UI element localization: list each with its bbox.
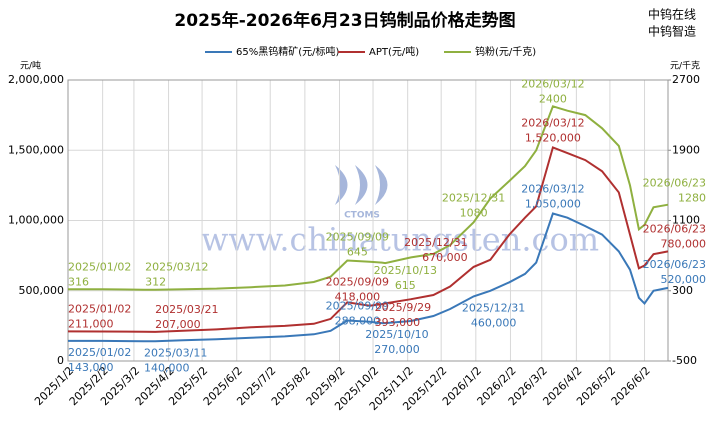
y-tick-label: 1,000,000 [8,214,64,227]
annotation-value: 288,000 [335,315,381,328]
annotation-value: 418,000 [335,290,381,303]
y-tick-label: 2,000,000 [8,73,64,86]
annotation-value: 1080 [460,206,488,219]
annotation-value: 670,000 [422,251,468,264]
y-tick-label: 0 [57,354,64,367]
y2-tick-label: 300 [672,284,693,297]
annotation-date: 2025/03/11 [144,346,207,359]
annotation-date: 2026/06/23 [643,222,706,235]
annotation-date: 2026/03/12 [521,116,584,129]
annotation-date: 2025/09/09 [326,230,389,243]
annotation-date: 2025/9/29 [375,301,431,314]
annotation-date: 2026/06/23 [643,258,706,271]
annotation-value: 1280 [678,192,706,205]
watermark: www.chinatungsten.com [201,221,599,259]
annotation-date: 2025/09/09 [326,300,389,313]
annotation-date: 2025/12/31 [462,301,525,314]
annotation-date: 2026/03/12 [521,182,584,195]
annotation-value: 520,000 [661,273,707,286]
annotation-date: 2025/10/10 [365,328,428,341]
brand: 中钨智造 [648,24,696,39]
annotation-date: 2025/10/13 [374,264,437,277]
y2-tick-label: 2700 [672,73,700,86]
annotation-date: 2025/01/02 [68,346,131,359]
chart-title: 2025年-2026年6月23日钨制品价格走势图 [174,10,515,31]
annotation-value: 615 [395,279,416,292]
y-tick-label: 500,000 [19,284,65,297]
annotation-value: 780,000 [661,237,707,250]
annotation-value: 316 [68,275,89,288]
y2-tick-label: 1900 [672,143,700,156]
series-line [68,105,669,291]
legend-label: APT(元/吨) [369,45,419,58]
y-tick-label: 1,500,000 [8,143,64,156]
logo-text: CTOMS [344,211,380,221]
brand: 中钨在线 [648,7,696,22]
y2-tick-label: -500 [672,354,697,367]
plot-frame [67,79,669,362]
annotation-date: 2025/03/12 [145,261,208,274]
series-line [68,212,669,343]
annotation-date: 2025/01/02 [68,260,131,273]
legend-label: 65%黑钨精矿(元/标吨) [236,45,339,58]
annotation-date: 2025/09/09 [326,275,389,288]
y2-tick-label: 1100 [672,214,700,227]
annotation-value: 645 [347,245,368,258]
annotation-date: 2025/01/02 [68,302,131,315]
legend-label: 钨粉(元/千克) [475,45,536,58]
annotation-value: 312 [145,276,166,289]
annotation-value: 140,000 [144,361,190,374]
annotation-value: 393,000 [375,316,421,329]
annotation-date: 2026/06/23 [643,177,706,190]
y2-axis-label: 元/千克 [670,61,700,72]
annotation-value: 270,000 [374,343,420,356]
annotation-value: 1,050,000 [525,197,581,210]
annotation-value: 1,520,000 [525,131,581,144]
series-line [67,146,669,333]
annotation-value: 460,000 [471,316,517,329]
annotation-date: 2025/03/21 [155,303,218,316]
logo: CTOMS [335,165,388,221]
annotation-value: 2400 [539,92,567,105]
annotation-date: 2025/12/31 [442,191,505,204]
y-axis-label: 元/吨 [20,60,41,72]
annotation-value: 207,000 [155,318,201,331]
annotation-date: 2026/03/12 [521,77,584,90]
annotation-date: 2025/12/31 [404,236,467,249]
annotation-value: 211,000 [68,317,114,330]
annotation-value: 143,000 [68,361,114,374]
